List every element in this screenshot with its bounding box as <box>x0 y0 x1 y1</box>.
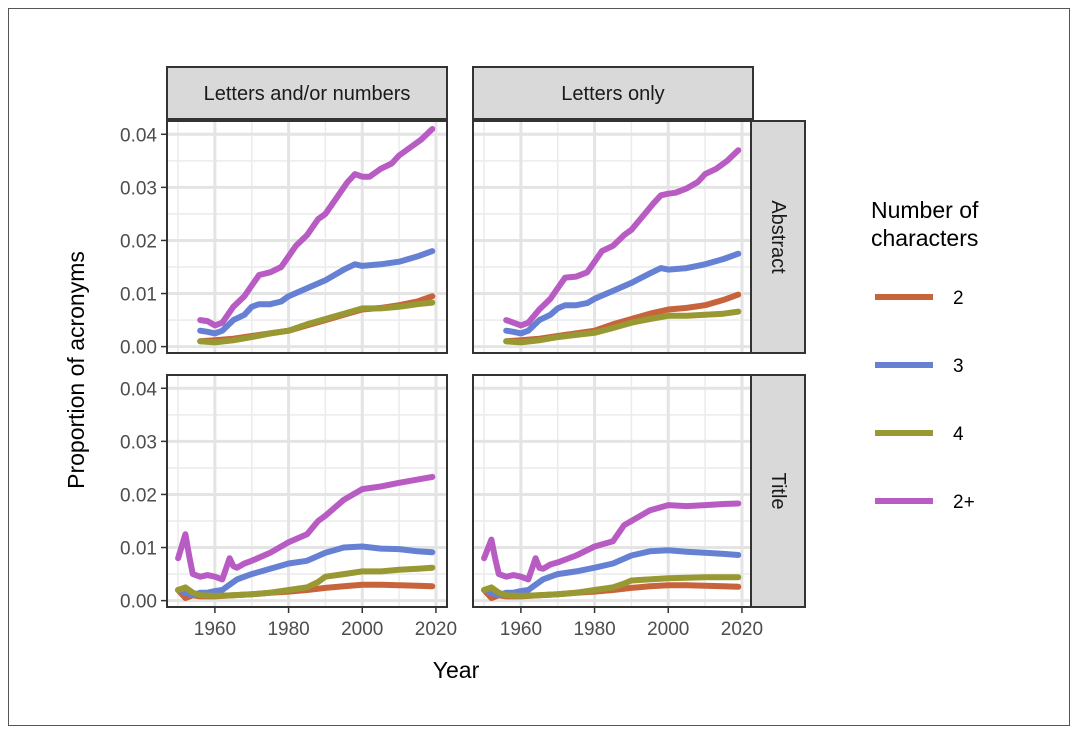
series-line-4 <box>481 574 742 599</box>
x-tick-label: 1980 <box>267 619 309 640</box>
legend-entry: 3 <box>875 356 964 377</box>
legend-label: 4 <box>953 424 964 445</box>
legend-entry: 2 <box>875 288 964 309</box>
legend-title-line-2: characters <box>871 225 978 251</box>
panel-background <box>473 121 753 353</box>
y-tick-label: 0.03 <box>120 178 157 199</box>
x-tick-label: 1960 <box>194 619 236 640</box>
y-tick-label: 0.00 <box>120 338 157 359</box>
facet-column-label: Letters and/or numbers <box>204 83 411 105</box>
legend-label: 2+ <box>953 492 975 513</box>
y-tick-label: 0.04 <box>120 379 157 400</box>
x-tick-label: 2000 <box>341 619 383 640</box>
x-axis-title: Year <box>433 657 480 683</box>
x-tick-label: 1980 <box>573 619 615 640</box>
series-line-3 <box>503 250 742 337</box>
series-line-3 <box>197 248 436 337</box>
facet-strip-row <box>750 120 806 354</box>
series-line-2plus <box>175 473 436 583</box>
panel-grid <box>167 121 447 353</box>
legend-entry: 4 <box>875 424 964 445</box>
panel-abstract-letters-only <box>472 120 754 354</box>
panel-background <box>473 375 753 607</box>
panel-title-letters-and-numbers <box>166 374 448 608</box>
legend-label: 2 <box>953 288 964 309</box>
y-tick-label: 0.00 <box>120 592 157 613</box>
panel-border <box>166 374 448 608</box>
series-line-2plus <box>197 126 436 329</box>
panel-title-letters-only <box>472 374 754 608</box>
series-line-4 <box>175 564 436 599</box>
y-tick-label: 0.04 <box>120 125 157 146</box>
series-line-4 <box>503 308 742 346</box>
y-tick-label: 0.01 <box>120 539 157 560</box>
x-tick-label: 1960 <box>500 619 542 640</box>
facet-column-label: Letters only <box>561 83 664 105</box>
panel-border <box>166 120 448 354</box>
x-tick-label: 2020 <box>415 619 457 640</box>
facet-strip-row <box>750 374 806 608</box>
y-tick-label: 0.01 <box>120 285 157 306</box>
x-tick-label: 2000 <box>647 619 689 640</box>
facet-strip-column <box>472 66 754 120</box>
series-line-4 <box>197 299 436 346</box>
legend-entry: 2+ <box>875 492 975 513</box>
facet-row-label: Title <box>767 472 789 509</box>
legend: Number of characters 2 3 4 2+ <box>871 197 979 513</box>
y-tick-label: 0.02 <box>120 485 157 506</box>
facet-row-label: Abstract <box>767 200 789 274</box>
y-tick-label: 0.03 <box>120 432 157 453</box>
legend-title-line-1: Number of <box>871 197 979 223</box>
panel-abstract-letters-and-numbers <box>166 120 448 354</box>
figure-frame <box>8 8 1070 726</box>
series-line-2plus <box>481 500 742 583</box>
x-tick-label: 2020 <box>721 619 763 640</box>
y-axis-title: Proportion of acronyms <box>63 251 89 489</box>
y-tick-label: 0.02 <box>120 231 157 252</box>
series-line-2plus <box>503 147 742 329</box>
legend-label: 3 <box>953 356 964 377</box>
facet-strip-column <box>166 66 448 120</box>
